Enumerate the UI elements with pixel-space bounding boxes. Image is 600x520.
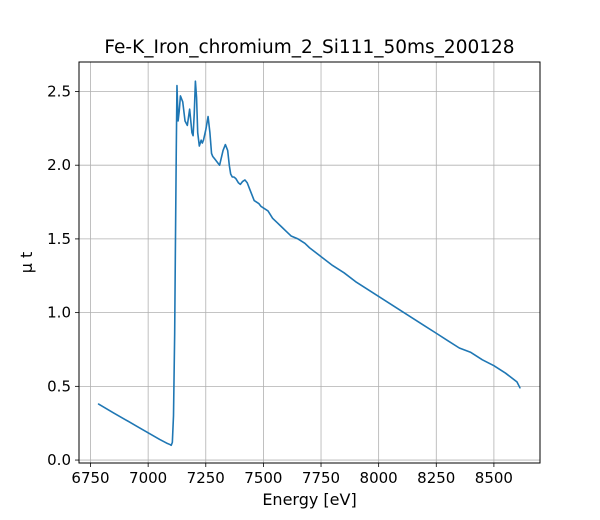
y-tick-label: 2.5 [47, 82, 71, 100]
ticks: 6750 7000 7250 7500 7750 8000 8250 8500 0.0 0.5 1.… [47, 82, 513, 487]
plot-frame [78, 61, 541, 464]
x-tick-label: 8000 [360, 469, 398, 487]
y-tick-label: 0.5 [47, 377, 71, 395]
x-tick-label: 8500 [475, 469, 513, 487]
x-tick-label: 6750 [71, 469, 109, 487]
chart-title: Fe-K_Iron_chromium_2_Si111_50ms_200128 [104, 37, 514, 58]
y-axis-label: μ t [17, 252, 36, 274]
y-tick-label: 2.0 [47, 156, 71, 174]
grid [79, 62, 540, 463]
x-tick-label: 7000 [129, 469, 167, 487]
y-tick-label: 1.5 [47, 230, 71, 248]
x-tick-label: 8250 [417, 469, 455, 487]
y-tick-label: 1.0 [47, 304, 71, 322]
x-tick-label: 7250 [187, 469, 225, 487]
series-line [97, 80, 521, 447]
x-axis-label: Energy [eV] [262, 490, 356, 509]
x-tick-label: 7500 [244, 469, 282, 487]
y-tick-label: 0.0 [47, 451, 71, 469]
x-tick-label: 7750 [302, 469, 340, 487]
series-layer [97, 80, 521, 447]
